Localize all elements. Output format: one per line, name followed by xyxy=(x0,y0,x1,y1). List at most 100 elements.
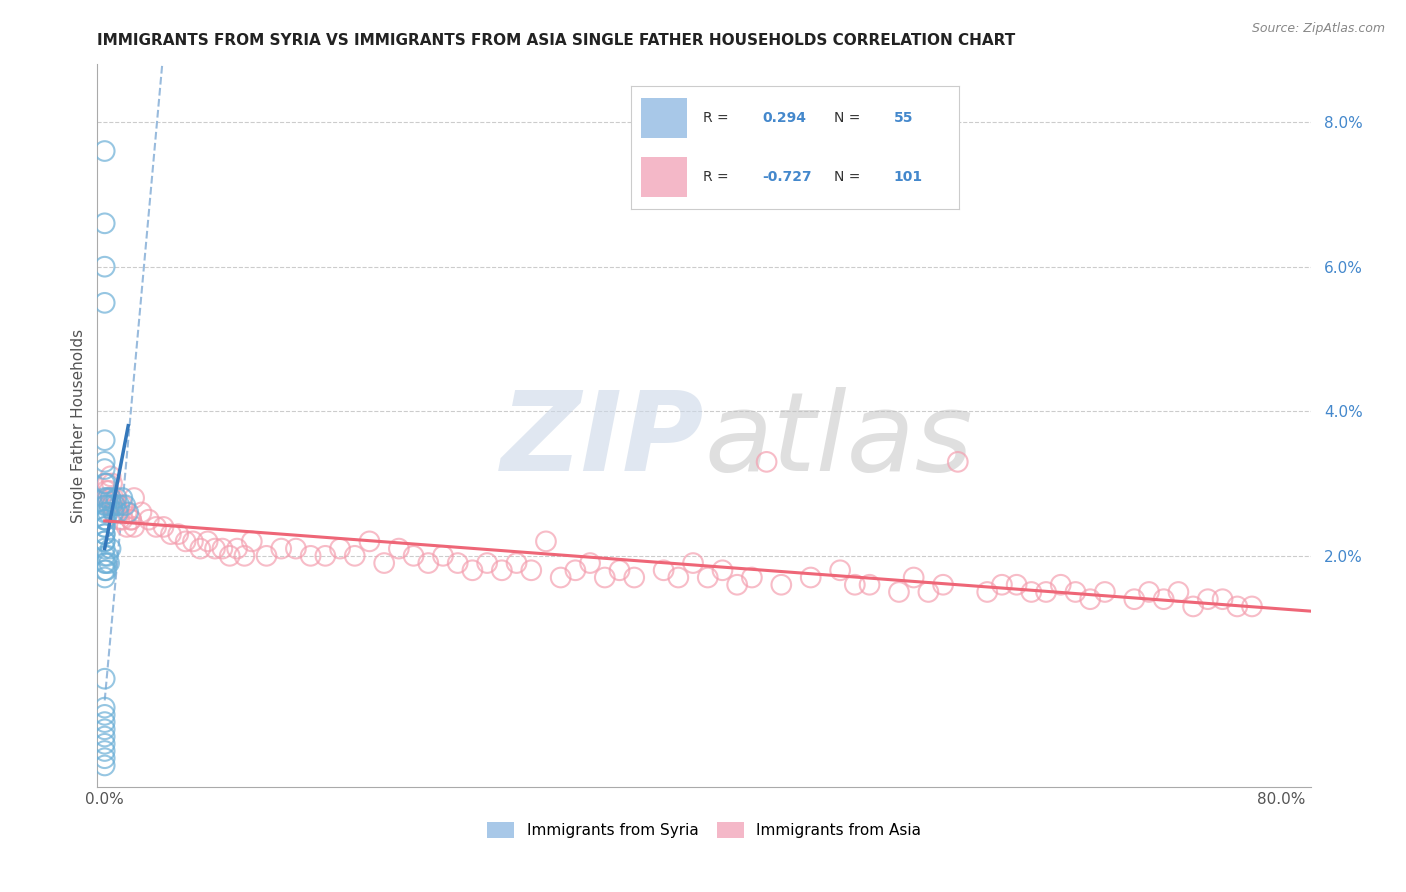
Point xyxy=(93,758,115,772)
Point xyxy=(93,556,115,570)
Point xyxy=(858,578,880,592)
Point xyxy=(226,541,249,556)
Point xyxy=(100,469,122,483)
Point xyxy=(120,513,142,527)
Point xyxy=(93,730,115,744)
Point xyxy=(152,520,174,534)
Point xyxy=(103,491,125,505)
Point xyxy=(93,295,115,310)
Point xyxy=(564,563,586,577)
Point xyxy=(343,549,366,563)
Text: ZIP: ZIP xyxy=(501,386,704,493)
Point xyxy=(93,534,115,549)
Point xyxy=(93,534,115,549)
Point xyxy=(1078,592,1101,607)
Point xyxy=(1226,599,1249,614)
Point xyxy=(101,476,124,491)
Point xyxy=(1035,585,1057,599)
Point xyxy=(138,513,160,527)
Point xyxy=(93,513,115,527)
Point xyxy=(98,556,121,570)
Point xyxy=(97,476,120,491)
Point xyxy=(666,570,689,584)
Point xyxy=(122,491,145,505)
Point xyxy=(120,513,142,527)
Point xyxy=(887,585,910,599)
Y-axis label: Single Father Households: Single Father Households xyxy=(72,328,86,523)
Point xyxy=(1064,585,1087,599)
Point xyxy=(100,491,122,505)
Point xyxy=(770,578,793,592)
Text: atlas: atlas xyxy=(704,386,973,493)
Point xyxy=(461,563,484,577)
Point xyxy=(402,549,425,563)
Point xyxy=(550,570,572,584)
Point xyxy=(197,534,219,549)
Point xyxy=(1005,578,1028,592)
Point xyxy=(93,527,115,541)
Point xyxy=(111,498,134,512)
Point xyxy=(98,498,121,512)
Point xyxy=(755,455,778,469)
Point xyxy=(475,556,498,570)
Point xyxy=(93,144,115,158)
Point xyxy=(711,563,734,577)
Point xyxy=(108,513,131,527)
Point xyxy=(93,672,115,686)
Point xyxy=(103,506,125,520)
Point xyxy=(1021,585,1043,599)
Point xyxy=(93,520,115,534)
Point xyxy=(652,563,675,577)
Point xyxy=(108,506,131,520)
Point xyxy=(270,541,292,556)
Point xyxy=(93,216,115,230)
Point xyxy=(96,513,118,527)
Point xyxy=(579,556,602,570)
Point xyxy=(96,498,118,512)
Point xyxy=(105,506,128,520)
Point xyxy=(593,570,616,584)
Point xyxy=(1240,599,1263,614)
Point xyxy=(97,506,120,520)
Point xyxy=(101,498,124,512)
Point xyxy=(93,549,115,563)
Point xyxy=(932,578,955,592)
Point xyxy=(609,563,631,577)
Legend: Immigrants from Syria, Immigrants from Asia: Immigrants from Syria, Immigrants from A… xyxy=(481,816,928,845)
Point xyxy=(188,541,211,556)
Point xyxy=(93,744,115,758)
Point xyxy=(93,570,115,584)
Point xyxy=(373,556,395,570)
Point xyxy=(233,549,256,563)
Point xyxy=(93,737,115,751)
Point xyxy=(93,476,115,491)
Point xyxy=(1137,585,1160,599)
Point xyxy=(145,520,167,534)
Point xyxy=(107,506,129,520)
Point xyxy=(96,483,118,498)
Point xyxy=(388,541,411,556)
Point xyxy=(725,578,748,592)
Point xyxy=(204,541,226,556)
Point xyxy=(917,585,939,599)
Point xyxy=(1094,585,1116,599)
Point xyxy=(93,707,115,722)
Point xyxy=(105,498,128,512)
Point xyxy=(181,534,204,549)
Point xyxy=(1212,592,1234,607)
Point xyxy=(1197,592,1219,607)
Point xyxy=(93,751,115,765)
Point xyxy=(93,513,115,527)
Point xyxy=(93,462,115,476)
Point xyxy=(284,541,307,556)
Point xyxy=(115,506,138,520)
Point xyxy=(447,556,470,570)
Point xyxy=(682,556,704,570)
Point xyxy=(418,556,440,570)
Point xyxy=(108,498,131,512)
Point xyxy=(844,578,866,592)
Point xyxy=(97,549,120,563)
Point xyxy=(93,723,115,737)
Point xyxy=(93,527,115,541)
Point xyxy=(104,498,127,512)
